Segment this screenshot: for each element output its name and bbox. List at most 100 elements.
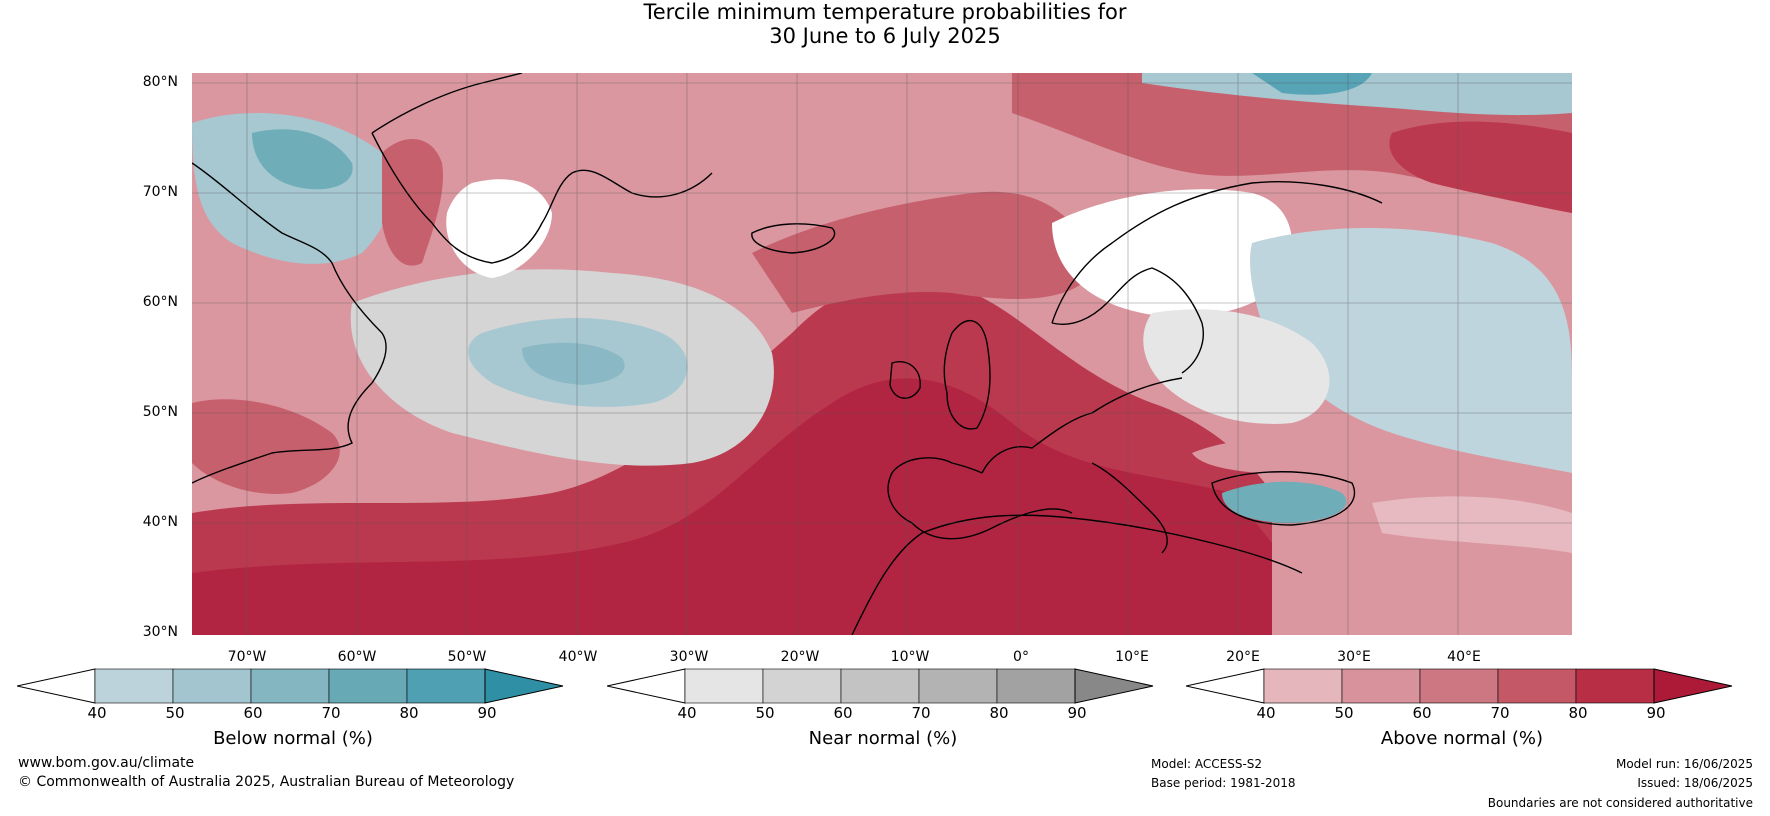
coast-europe — [887, 377, 1183, 540]
region-above-barents — [1389, 121, 1572, 213]
coast-africa — [851, 514, 1303, 635]
region-above-strongest — [192, 378, 1272, 635]
colorbar-tick: 90 — [1067, 704, 1087, 722]
footer-model: Model: ACCESS-S2 — [1151, 757, 1263, 771]
colorbar-segment — [1419, 668, 1499, 704]
graticule — [192, 73, 1572, 635]
colorbar-segment — [918, 668, 998, 704]
coast-labrador — [192, 382, 373, 484]
region-turkey-above — [1192, 439, 1345, 476]
lon-label: 10°E — [1115, 649, 1149, 665]
coast-black-sea — [1211, 471, 1356, 526]
coast-baffin — [192, 162, 387, 384]
footer-disclaimer: Boundaries are not considered authoritat… — [1487, 796, 1753, 810]
colorbar-segment — [328, 668, 408, 704]
region-scandinavia-neutral — [1052, 189, 1292, 317]
lat-label: 70°N — [142, 184, 178, 200]
colorbar-tick: 40 — [87, 704, 107, 722]
footer-base-period: Base period: 1981-2018 — [1151, 776, 1296, 790]
region-below-baffin — [192, 113, 393, 264]
colorbar-tick: 60 — [243, 704, 263, 722]
colorbar-above — [1186, 668, 1733, 704]
colorbar-segment — [1341, 668, 1421, 704]
map-overlay — [192, 73, 1572, 635]
colorbar-title-above: Above normal (%) — [1380, 728, 1544, 749]
colorbar-segment — [996, 668, 1076, 704]
lon-label: 20°W — [780, 649, 820, 665]
colorbar-below — [17, 668, 564, 704]
region-below-baffin-strong — [252, 129, 353, 190]
colorbar-segment — [840, 668, 920, 704]
title-line-1: Tercile minimum temperature probabilitie… — [643, 0, 1127, 24]
region-greenland-above — [382, 139, 443, 266]
title-line-2: 30 June to 6 July 2025 — [769, 24, 1001, 48]
coast-uk — [889, 320, 991, 430]
colorbar-extend-high — [1074, 668, 1154, 704]
region-greenland-neutral — [446, 179, 552, 278]
region-above-med — [752, 191, 1092, 313]
colorbar-segment — [1497, 668, 1577, 704]
lat-label: 40°N — [142, 514, 178, 530]
colorbar-segment — [1263, 668, 1343, 704]
colorbar-tick: 50 — [755, 704, 775, 722]
colorbar-segment — [172, 668, 252, 704]
region-black-sea-below — [1222, 481, 1347, 523]
colorbar-tick: 60 — [833, 704, 853, 722]
colorbar-tick: 50 — [1334, 704, 1354, 722]
region-below-arctic — [1142, 73, 1572, 116]
colorbar-title-near: Near normal (%) — [808, 728, 958, 749]
lat-label: 50°N — [142, 404, 178, 420]
region-below-arctic-strong — [1252, 73, 1372, 95]
colorbar-segment — [684, 668, 764, 704]
lon-label: 30°E — [1337, 649, 1371, 665]
colorbar-extend-high — [484, 668, 564, 704]
colorbar-tick: 40 — [1256, 704, 1276, 722]
colorbar-extend-low — [607, 668, 686, 704]
coast-iceland — [751, 223, 836, 254]
colorbar-tick: 50 — [165, 704, 185, 722]
lon-label: 0° — [1013, 649, 1029, 665]
colorbar-tick: 90 — [1646, 704, 1666, 722]
colorbar-tick: 60 — [1412, 704, 1432, 722]
colorbar-segment — [406, 668, 486, 704]
footer-website: www.bom.gov.au/climate — [18, 755, 195, 771]
lon-label: 40°E — [1447, 649, 1481, 665]
region-russia-below — [1250, 228, 1572, 473]
lat-label: 30°N — [142, 624, 178, 640]
colorbar-segment — [762, 668, 842, 704]
lon-label: 60°W — [337, 649, 377, 665]
lon-label: 50°W — [447, 649, 487, 665]
footer-copyright: © Commonwealth of Australia 2025, Austra… — [18, 774, 515, 790]
coastlines — [192, 73, 1383, 635]
colorbar-tick: 70 — [911, 704, 931, 722]
colorbar-tick: 70 — [321, 704, 341, 722]
lat-label: 80°N — [142, 74, 178, 90]
colorbar-tick: 90 — [477, 704, 497, 722]
lon-label: 30°W — [669, 649, 709, 665]
colorbar-segment — [1575, 668, 1655, 704]
lon-label: 70°W — [227, 649, 267, 665]
colorbar-extend-low — [1186, 668, 1265, 704]
colorbar-extend-low — [17, 668, 96, 704]
region-below-atlantic-strong — [522, 342, 625, 385]
footer-model-run: Model run: 16/06/2025 — [1615, 757, 1753, 771]
colorbar-tick: 40 — [677, 704, 697, 722]
colorbar-segment — [94, 668, 174, 704]
colorbar-tick: 80 — [399, 704, 419, 722]
lon-label: 10°W — [890, 649, 930, 665]
coast-scandinavia — [1051, 181, 1383, 374]
map-svg — [192, 73, 1572, 635]
lon-label: 40°W — [558, 649, 598, 665]
region-eastern-europe-neutral — [1143, 309, 1330, 424]
colorbar-extend-high — [1653, 668, 1733, 704]
probability-map — [192, 73, 1572, 635]
coast-greenland — [371, 73, 713, 264]
colorbar-tick: 80 — [989, 704, 1009, 722]
map-title: Tercile minimum temperature probabilitie… — [0, 0, 1770, 48]
footer-issued: Issued: 18/06/2025 — [1637, 776, 1753, 790]
colorbar-tick: 70 — [1490, 704, 1510, 722]
lon-label: 20°E — [1226, 649, 1260, 665]
colorbar-tick: 80 — [1568, 704, 1588, 722]
region-na-above — [192, 399, 340, 494]
lat-label: 60°N — [142, 294, 178, 310]
